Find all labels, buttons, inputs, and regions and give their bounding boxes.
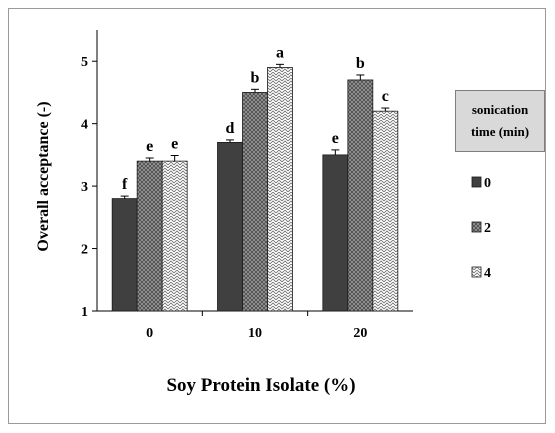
legend-swatch-2 xyxy=(471,221,482,233)
legend: 0 2 4 xyxy=(471,176,491,281)
significance-letter: e xyxy=(332,130,339,147)
y-tick-label: 5 xyxy=(81,55,88,70)
legend-label-2: 2 xyxy=(484,221,491,236)
significance-letter: d xyxy=(226,120,235,137)
bar-4-20 xyxy=(372,110,399,312)
bar-4-10 xyxy=(267,67,293,312)
x-tick-label: 0 xyxy=(146,326,153,341)
bar-2-10 xyxy=(242,92,268,312)
bar-2-20 xyxy=(347,79,374,312)
legend-label-4: 4 xyxy=(484,266,491,281)
bar-0-20 xyxy=(322,154,349,312)
axes: 1 2 3 4 5 Overall acceptance (-) Soy Protein I… xyxy=(35,30,413,396)
bar-0-10 xyxy=(217,141,243,312)
x-tick-label: 20 xyxy=(353,326,367,341)
y-tick-label: 4 xyxy=(81,118,88,133)
y-tick-label: 1 xyxy=(81,305,88,320)
significance-letter: c xyxy=(382,88,389,105)
x-axis-label: Soy Protein Isolate (%) xyxy=(166,375,355,396)
legend-title-text: sonication time (min) xyxy=(470,102,530,139)
bar-2-0 xyxy=(136,160,163,312)
bars xyxy=(111,63,399,312)
bar-0-0 xyxy=(111,198,138,312)
legend-title: sonication time (min) xyxy=(455,90,545,152)
legend-swatch-0 xyxy=(471,176,482,188)
significance-letter: b xyxy=(356,55,365,72)
significance-letter: e xyxy=(171,136,178,153)
legend-swatch-4 xyxy=(471,266,482,278)
y-tick-label: 2 xyxy=(81,243,88,258)
y-axis-label: Overall acceptance (-) xyxy=(35,101,52,251)
significance-letter: a xyxy=(276,44,284,61)
x-tick-label: 10 xyxy=(248,326,262,341)
significance-letter: e xyxy=(146,138,153,155)
significance-letter: f xyxy=(122,176,128,193)
y-tick-label: 3 xyxy=(81,180,88,195)
bar-4-0 xyxy=(161,160,188,312)
legend-label-0: 0 xyxy=(484,176,491,191)
significance-letter: b xyxy=(251,69,260,86)
